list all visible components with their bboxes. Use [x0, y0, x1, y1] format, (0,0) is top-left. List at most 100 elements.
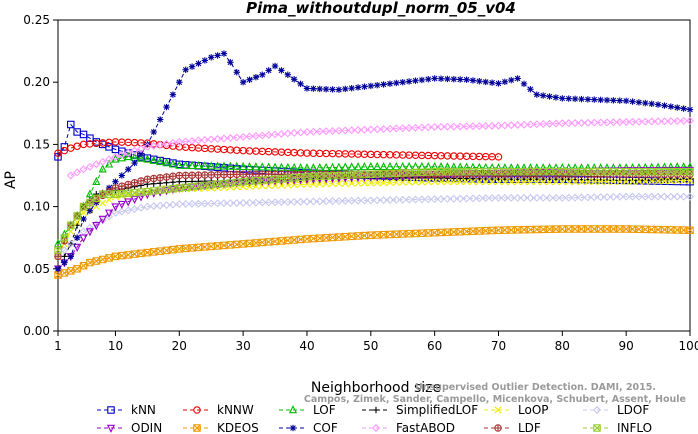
data-point	[258, 131, 267, 140]
data-point	[488, 121, 497, 130]
data-point	[526, 120, 535, 129]
data-point	[54, 252, 62, 261]
data-point	[641, 177, 649, 185]
data-point	[220, 134, 228, 143]
data-point	[291, 76, 298, 83]
data-point	[539, 92, 547, 99]
data-point	[143, 175, 152, 183]
data-point	[315, 197, 324, 206]
data-point	[468, 122, 477, 131]
data-point	[200, 135, 209, 144]
data-point	[564, 193, 573, 202]
data-point	[654, 101, 662, 108]
data-point	[315, 127, 324, 136]
data-point	[616, 177, 623, 184]
data-point	[520, 80, 528, 88]
data-point	[246, 76, 253, 83]
data-point	[112, 178, 119, 185]
data-point	[373, 231, 381, 239]
chart-title: Pima_withoutdupl_norm_05_v04	[246, 0, 516, 17]
legend-item-knn: kNN	[97, 403, 156, 417]
data-point	[475, 194, 484, 203]
legend-marker	[106, 424, 116, 433]
data-point	[577, 193, 586, 202]
data-point	[456, 178, 464, 186]
data-point	[405, 78, 413, 85]
data-point	[271, 175, 279, 183]
data-point	[367, 179, 375, 187]
legend-marker	[372, 424, 380, 432]
data-point	[399, 178, 407, 186]
data-point	[398, 161, 407, 171]
data-point	[673, 177, 681, 185]
data-point	[168, 138, 177, 147]
data-point	[380, 81, 387, 88]
data-point	[328, 126, 337, 135]
data-point	[92, 194, 101, 203]
data-point	[309, 127, 318, 136]
data-point	[577, 118, 586, 127]
data-point	[150, 248, 158, 256]
series-line-ldf	[57, 173, 690, 257]
data-point	[679, 161, 688, 171]
data-point	[316, 180, 324, 188]
data-point	[335, 86, 343, 93]
data-point	[150, 128, 157, 136]
x-tick-label: 40	[299, 339, 314, 353]
data-point	[278, 67, 285, 74]
data-point	[641, 168, 650, 176]
data-point	[265, 182, 273, 190]
data-point	[398, 195, 407, 204]
data-point	[130, 146, 139, 155]
data-point	[583, 193, 592, 202]
data-point	[462, 162, 471, 171]
data-point	[507, 178, 515, 186]
data-point	[79, 209, 88, 217]
data-point	[495, 80, 502, 87]
data-point	[136, 193, 146, 202]
data-point	[232, 199, 241, 207]
data-point	[245, 198, 254, 207]
data-point	[149, 141, 158, 150]
data-point	[622, 178, 630, 186]
data-point	[622, 192, 631, 201]
data-point	[175, 171, 184, 180]
data-point	[328, 180, 337, 188]
data-point	[194, 199, 203, 208]
legend-item-odin: ODIN	[97, 421, 162, 434]
data-point	[539, 178, 547, 186]
data-point	[264, 198, 273, 207]
data-point	[73, 218, 81, 226]
legend-item-lof: LOF	[279, 403, 336, 417]
data-point	[462, 122, 471, 131]
data-point	[187, 160, 197, 170]
data-point	[513, 193, 522, 202]
data-point	[418, 178, 426, 186]
data-point	[283, 129, 292, 138]
data-point	[86, 207, 94, 214]
data-point	[360, 125, 369, 134]
data-point	[379, 196, 388, 205]
data-point	[226, 179, 235, 187]
data-point	[226, 199, 235, 208]
data-point	[168, 200, 177, 209]
credit-line-1: Campos, Zimek, Sander, Campello, Micenko…	[304, 394, 686, 405]
data-point	[610, 97, 617, 104]
data-point	[514, 75, 521, 82]
data-point	[641, 192, 650, 201]
data-point	[469, 178, 477, 186]
data-point	[361, 83, 368, 90]
data-point	[469, 168, 477, 176]
data-point	[545, 178, 554, 186]
data-point	[527, 86, 534, 93]
legend-label: KDEOS	[217, 421, 259, 434]
data-point	[475, 178, 483, 186]
data-point	[641, 117, 650, 126]
data-point	[354, 125, 363, 134]
data-point	[494, 178, 503, 186]
data-point	[603, 168, 611, 176]
data-point	[494, 193, 503, 202]
data-point	[564, 119, 573, 128]
data-point	[149, 155, 158, 164]
data-point	[99, 199, 107, 207]
